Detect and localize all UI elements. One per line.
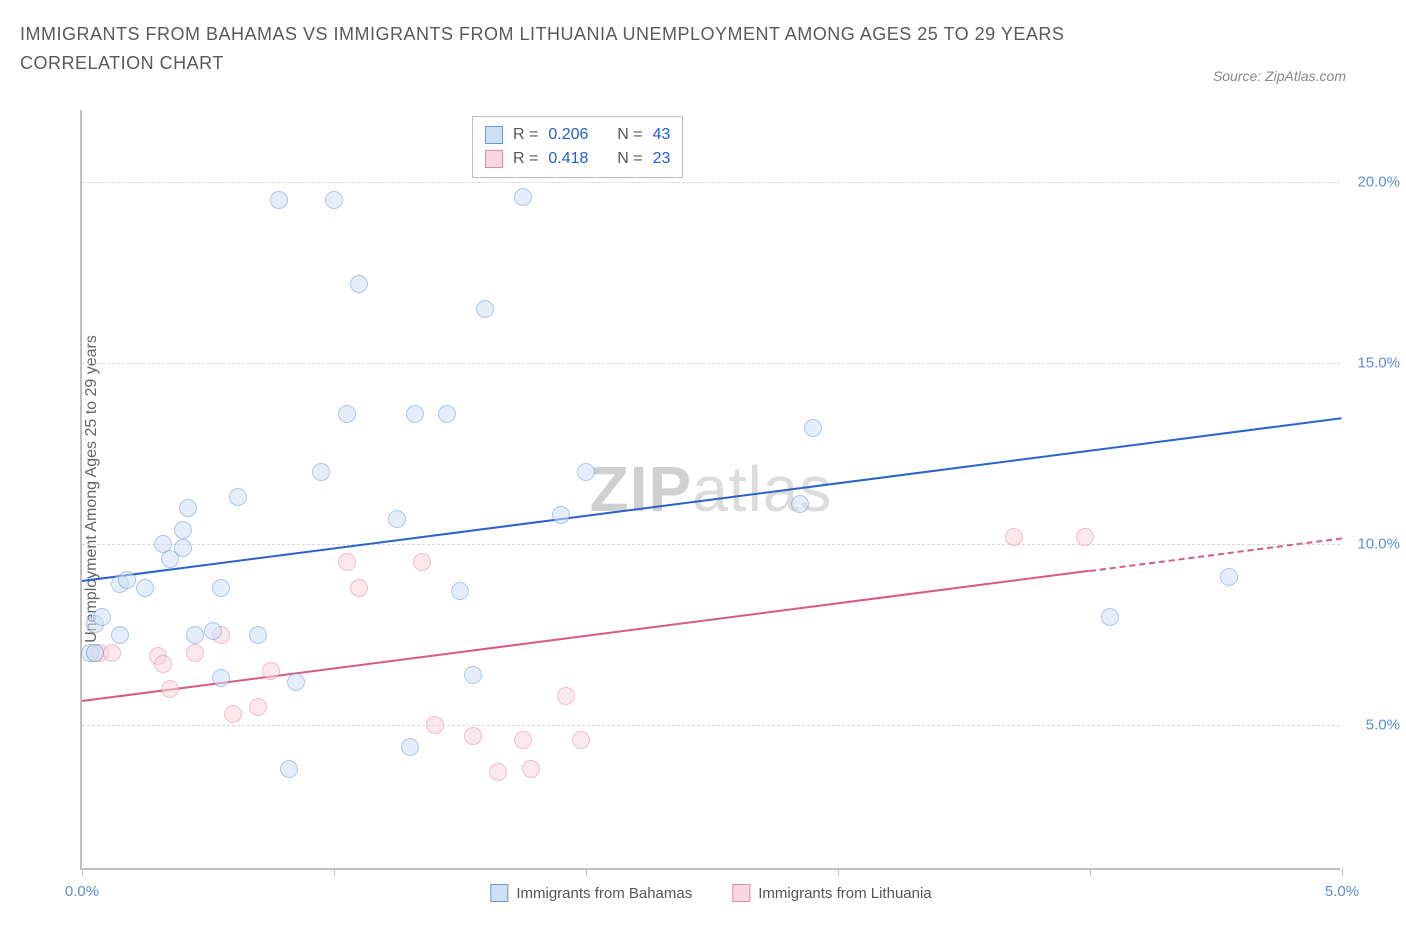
x-tick-label: 5.0% bbox=[1325, 883, 1359, 900]
plot-area: Unemployment Among Ages 25 to 29 years Z… bbox=[80, 110, 1340, 870]
scatter-point bbox=[312, 463, 330, 481]
n-value-2: 23 bbox=[653, 147, 671, 171]
r-value-2: 0.418 bbox=[548, 147, 588, 171]
grid-line bbox=[82, 182, 1340, 183]
stats-row-2: R = 0.418 N = 23 bbox=[485, 147, 670, 171]
swatch-blue bbox=[485, 126, 503, 144]
scatter-point bbox=[426, 716, 444, 734]
x-tick bbox=[1342, 868, 1343, 876]
scatter-point bbox=[154, 655, 172, 673]
r-value-1: 0.206 bbox=[548, 123, 588, 147]
trend-line bbox=[82, 570, 1090, 702]
legend-label-2: Immigrants from Lithuania bbox=[758, 885, 931, 902]
legend-swatch-pink bbox=[732, 884, 750, 902]
scatter-point bbox=[388, 510, 406, 528]
scatter-point bbox=[557, 687, 575, 705]
scatter-point bbox=[338, 553, 356, 571]
scatter-point bbox=[325, 191, 343, 209]
r-label-1: R = bbox=[513, 123, 538, 147]
scatter-point bbox=[111, 626, 129, 644]
scatter-point bbox=[464, 727, 482, 745]
x-tick-label: 0.0% bbox=[65, 883, 99, 900]
scatter-point bbox=[249, 626, 267, 644]
y-axis-label: Unemployment Among Ages 25 to 29 years bbox=[83, 335, 101, 643]
scatter-point bbox=[438, 405, 456, 423]
scatter-point bbox=[1005, 528, 1023, 546]
y-tick-label: 10.0% bbox=[1350, 536, 1400, 553]
scatter-point bbox=[136, 579, 154, 597]
grid-line bbox=[82, 725, 1340, 726]
scatter-point bbox=[174, 539, 192, 557]
scatter-point bbox=[350, 579, 368, 597]
legend-bottom: Immigrants from Bahamas Immigrants from … bbox=[490, 884, 931, 902]
legend-label-1: Immigrants from Bahamas bbox=[516, 885, 692, 902]
y-tick-label: 5.0% bbox=[1350, 717, 1400, 734]
legend-item-2: Immigrants from Lithuania bbox=[732, 884, 931, 902]
legend-item-1: Immigrants from Bahamas bbox=[490, 884, 692, 902]
scatter-point bbox=[174, 521, 192, 539]
scatter-point bbox=[186, 644, 204, 662]
n-value-1: 43 bbox=[653, 123, 671, 147]
scatter-point bbox=[86, 644, 104, 662]
scatter-point bbox=[451, 582, 469, 600]
x-tick bbox=[1090, 868, 1091, 876]
scatter-point bbox=[413, 553, 431, 571]
scatter-point bbox=[179, 499, 197, 517]
swatch-pink bbox=[485, 150, 503, 168]
trend-line bbox=[82, 418, 1342, 583]
scatter-point bbox=[229, 488, 247, 506]
scatter-point bbox=[572, 731, 590, 749]
scatter-point bbox=[489, 763, 507, 781]
x-tick bbox=[82, 868, 83, 876]
scatter-point bbox=[791, 495, 809, 513]
scatter-point bbox=[476, 300, 494, 318]
scatter-point bbox=[161, 680, 179, 698]
scatter-point bbox=[464, 666, 482, 684]
y-tick-label: 20.0% bbox=[1350, 174, 1400, 191]
scatter-point bbox=[338, 405, 356, 423]
scatter-point bbox=[804, 419, 822, 437]
scatter-point bbox=[552, 506, 570, 524]
source-label: Source: ZipAtlas.com bbox=[1213, 68, 1346, 84]
n-label-1: N = bbox=[617, 123, 642, 147]
scatter-point bbox=[1220, 568, 1238, 586]
scatter-point bbox=[93, 608, 111, 626]
scatter-point bbox=[249, 698, 267, 716]
stats-box: R = 0.206 N = 43 R = 0.418 N = 23 bbox=[472, 116, 683, 178]
scatter-point bbox=[204, 622, 222, 640]
trend-line bbox=[1090, 537, 1342, 572]
scatter-point bbox=[270, 191, 288, 209]
r-label-2: R = bbox=[513, 147, 538, 171]
n-label-2: N = bbox=[617, 147, 642, 171]
x-tick bbox=[334, 868, 335, 876]
grid-line bbox=[82, 544, 1340, 545]
legend-swatch-blue bbox=[490, 884, 508, 902]
scatter-point bbox=[262, 662, 280, 680]
scatter-point bbox=[212, 579, 230, 597]
x-tick bbox=[838, 868, 839, 876]
scatter-point bbox=[577, 463, 595, 481]
scatter-point bbox=[514, 731, 532, 749]
chart-container: IMMIGRANTS FROM BAHAMAS VS IMMIGRANTS FR… bbox=[20, 20, 1386, 910]
chart-title: IMMIGRANTS FROM BAHAMAS VS IMMIGRANTS FR… bbox=[20, 20, 1120, 78]
scatter-point bbox=[1101, 608, 1119, 626]
scatter-point bbox=[118, 571, 136, 589]
scatter-point bbox=[350, 275, 368, 293]
scatter-point bbox=[1076, 528, 1094, 546]
scatter-point bbox=[514, 188, 532, 206]
scatter-point bbox=[103, 644, 121, 662]
stats-row-1: R = 0.206 N = 43 bbox=[485, 123, 670, 147]
scatter-point bbox=[522, 760, 540, 778]
scatter-point bbox=[287, 673, 305, 691]
scatter-point bbox=[186, 626, 204, 644]
y-tick-label: 15.0% bbox=[1350, 355, 1400, 372]
scatter-point bbox=[280, 760, 298, 778]
scatter-point bbox=[224, 705, 242, 723]
grid-line bbox=[82, 363, 1340, 364]
scatter-point bbox=[401, 738, 419, 756]
watermark-part2: atlas bbox=[692, 453, 832, 525]
scatter-point bbox=[212, 669, 230, 687]
scatter-point bbox=[406, 405, 424, 423]
x-tick bbox=[586, 868, 587, 876]
